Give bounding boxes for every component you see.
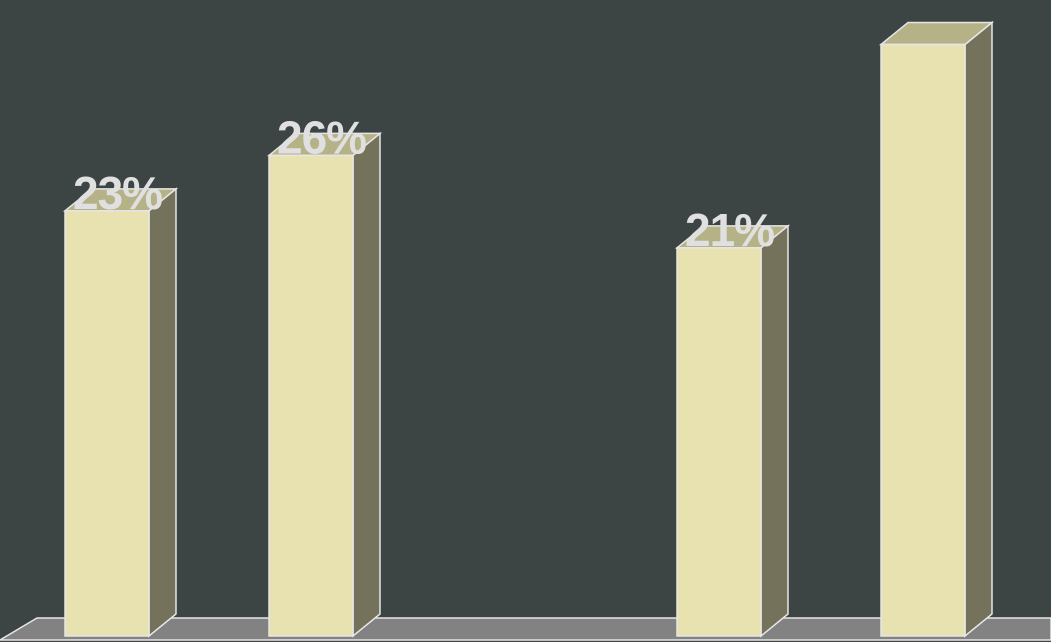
bar-side-face (148, 187, 177, 638)
bar-4 (674, 224, 791, 638)
bar-front-face (676, 247, 762, 637)
bar-side-face (760, 224, 789, 638)
chart-floor (0, 617, 1051, 641)
bar-5 (878, 20, 995, 638)
bar-side-face (352, 131, 381, 638)
data-label-1: 23% (73, 167, 162, 219)
bar-side-face (964, 20, 993, 638)
bar-front-face (64, 210, 150, 637)
bar-front-face (880, 43, 966, 637)
bar-1 (62, 187, 179, 638)
data-label-2: 26% (277, 111, 366, 163)
bar-front-face (268, 154, 354, 637)
bar-2 (266, 131, 383, 638)
data-label-4: 21% (685, 204, 774, 256)
